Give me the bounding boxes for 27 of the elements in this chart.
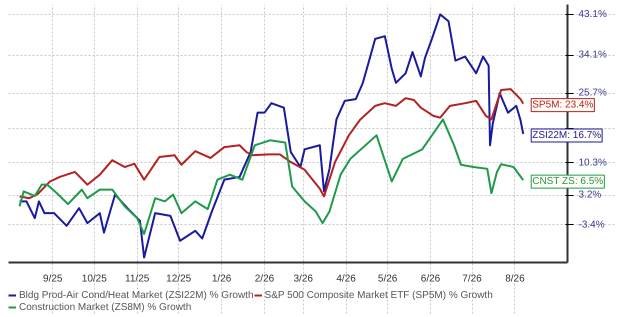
x-tick-label: 8/26 [505,274,526,284]
legend-label: S&P 500 Composite Market ETF (SP5M) % Growth [264,289,493,301]
x-tick-label: 3/26 [293,274,314,284]
y-tick-label: 43.1% [578,8,607,20]
line-series [18,118,524,235]
x-tick-label: 10/25 [82,274,108,284]
x-tick-label: 1/26 [212,274,232,284]
y-tick-label: 10.3% [578,157,607,168]
x-tick-label: 9/25 [43,274,63,284]
x-tick-label: 4/26 [336,274,356,284]
x-tick-label: 7/26 [462,274,482,284]
y-tick-label: 3.2% [578,190,602,201]
annotation: CNST ZS: 6.5% [532,176,604,188]
annotation: SP5M: 23.4% [532,100,594,111]
x-tick-label: 11/25 [125,274,150,284]
line-series [18,88,524,200]
legend-label: Bldg Prod-Air Cond/Heat Market (ZSI22M) % Growth [19,289,254,301]
line-series [18,13,524,259]
legend-label: Construction Market (ZS8M) % Growth [19,301,192,313]
y-tick-label: 25.7% [578,88,607,99]
x-tick-label: 2/26 [254,274,275,284]
x-tick-label: 5/26 [378,274,398,284]
x-tick-label: 6/26 [420,274,441,284]
y-tick-label: -3.4% [578,219,605,230]
y-tick-label: 34.1% [578,50,607,61]
annotation: ZSI22M: 16.7% [532,130,602,141]
x-tick-label: 12/25 [166,274,192,284]
